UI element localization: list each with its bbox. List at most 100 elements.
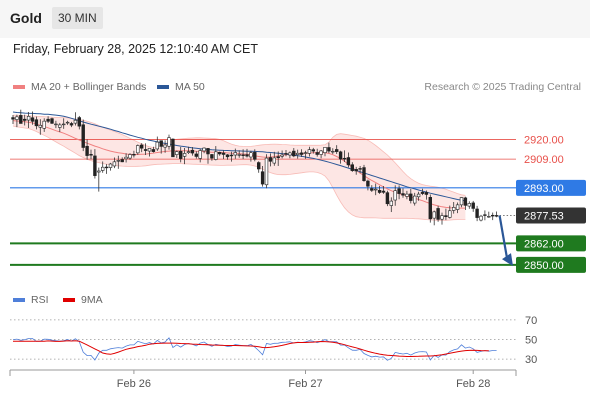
candle: [179, 146, 183, 163]
time-tick-label: Feb 27: [288, 378, 322, 390]
candle: [81, 119, 85, 152]
candle: [276, 151, 280, 166]
candle-body-down: [276, 156, 280, 159]
candles: [11, 109, 499, 226]
candle: [175, 150, 179, 158]
candle-body-down: [346, 157, 351, 166]
candle: [26, 112, 31, 128]
candle-body-down: [143, 149, 148, 151]
timeframe-badge[interactable]: 30 MIN: [52, 7, 103, 29]
candle: [77, 115, 82, 130]
price-level-labels: 2920.00 2909.00 2893.00 2877.53 2862.00 2850.…: [516, 134, 586, 273]
candle-body-down: [93, 155, 97, 176]
candle-body-up: [393, 190, 397, 201]
candle-body-down: [50, 118, 54, 124]
candle: [190, 146, 195, 156]
candle: [272, 151, 276, 166]
candle: [61, 118, 66, 129]
candle: [436, 205, 440, 222]
candle: [467, 201, 471, 209]
candle: [124, 153, 128, 163]
candle: [69, 121, 74, 128]
candle-body-up: [101, 166, 105, 171]
candle-body-up: [73, 119, 78, 124]
candle: [202, 147, 206, 154]
candle: [295, 149, 300, 159]
candle: [89, 149, 93, 160]
candle-body-up: [26, 116, 31, 121]
candle: [22, 114, 27, 126]
candle: [479, 214, 483, 222]
candle: [420, 188, 425, 196]
candle-body-down: [11, 117, 15, 120]
candle: [444, 208, 448, 221]
candle-body-down: [358, 168, 362, 170]
candle: [253, 149, 257, 162]
candle: [463, 196, 468, 211]
candle-body-up: [272, 157, 276, 164]
resistance-label: 2920.00: [524, 134, 564, 146]
candle: [108, 162, 113, 171]
ma20-swatch: [13, 85, 25, 90]
candle: [299, 149, 304, 157]
legend-9ma: 9MA: [63, 294, 103, 306]
candle: [151, 146, 156, 153]
candle: [405, 190, 409, 200]
pivot-tag: [516, 179, 586, 196]
candle: [159, 140, 163, 154]
candle: [136, 144, 140, 155]
candle: [30, 111, 35, 125]
candle-body-down: [362, 167, 366, 181]
candle-body-up: [280, 154, 284, 157]
support-tag: [516, 256, 586, 273]
candle: [42, 118, 46, 132]
copyright-notice: Research © 2025 Trading Central: [424, 81, 581, 93]
candle: [214, 146, 218, 161]
time-tick-label: Feb 26: [117, 378, 151, 390]
candle: [147, 148, 152, 157]
candle-body-up: [412, 195, 417, 204]
candle-body-down: [463, 197, 468, 206]
candle: [483, 210, 487, 221]
candle-body-down: [385, 192, 390, 205]
resistance-label: 2909.00: [524, 154, 564, 166]
candle: [412, 192, 417, 206]
time-axis: Feb 26 Feb 27 Feb 28: [9, 369, 517, 390]
candle: [311, 147, 315, 154]
candle-body-down: [85, 145, 89, 156]
candle-body-up: [128, 154, 132, 159]
candle: [385, 190, 390, 207]
candle-body-down: [77, 117, 82, 127]
candle-body-down: [475, 208, 479, 218]
candle-body-down: [334, 149, 339, 152]
candle: [46, 116, 50, 123]
candle-body-down: [428, 197, 432, 220]
candle: [268, 153, 273, 167]
candle: [112, 157, 117, 169]
candle-body-down: [338, 151, 343, 160]
candle-body-up: [237, 154, 241, 156]
candle: [280, 150, 284, 159]
candle: [256, 161, 261, 173]
candle: [229, 151, 234, 162]
candle: [315, 148, 319, 157]
candle-body-down: [366, 180, 370, 187]
candle: [237, 150, 241, 158]
candle-body-up: [186, 151, 191, 153]
candle-body-down: [171, 138, 175, 158]
candle: [128, 153, 132, 160]
candle-body-up: [440, 215, 444, 220]
candle: [186, 146, 191, 154]
candle-body-down: [245, 154, 249, 157]
candle-body-up: [295, 152, 300, 155]
bollinger-lower: [12, 125, 466, 221]
candle: [206, 148, 210, 164]
candle: [358, 165, 362, 174]
candle-body-down: [218, 152, 222, 155]
chart-datetime: Friday, February 28, 2025 12:10:40 AM CE…: [13, 42, 259, 56]
candle-body-down: [315, 152, 319, 155]
candle-body-up: [202, 147, 206, 152]
candle-body-up: [487, 216, 491, 218]
candle-body-up: [448, 210, 452, 218]
